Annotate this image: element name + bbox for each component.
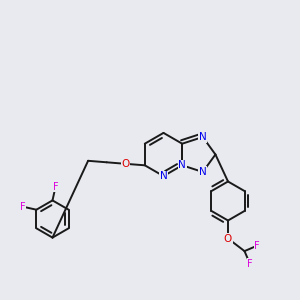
Text: N: N xyxy=(160,171,167,181)
Text: N: N xyxy=(199,167,207,177)
Text: O: O xyxy=(121,159,129,169)
Text: N: N xyxy=(178,160,186,170)
Text: F: F xyxy=(254,241,260,251)
Text: F: F xyxy=(53,182,58,192)
Text: F: F xyxy=(20,202,26,212)
Text: N: N xyxy=(199,132,207,142)
Text: F: F xyxy=(247,259,253,269)
Text: O: O xyxy=(224,233,232,244)
